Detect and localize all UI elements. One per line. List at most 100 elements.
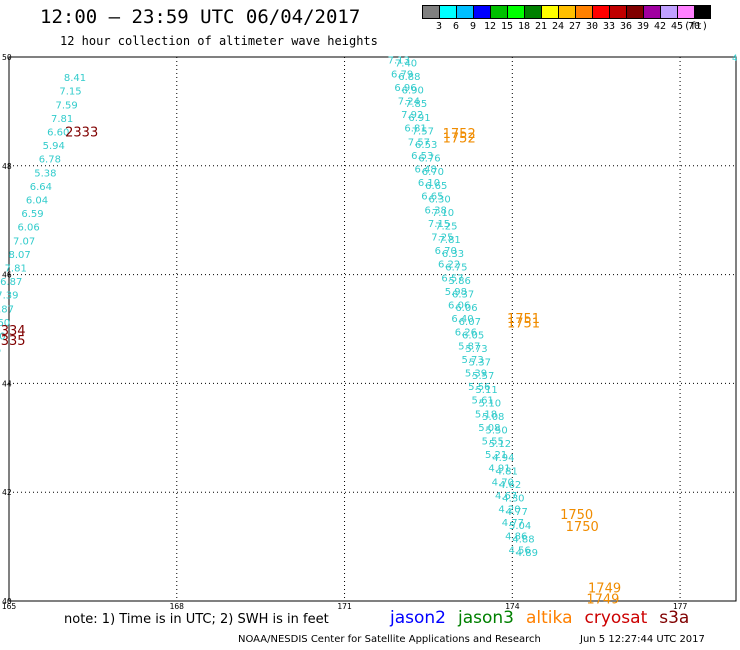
x-tick-label: 165 — [2, 602, 17, 611]
data-label-track_left: 6.78 — [39, 155, 61, 166]
satellite-legend: jason2 jason3 altika cryosat s3a — [390, 608, 701, 628]
corner-label: 4 — [732, 54, 737, 64]
color-legend — [422, 5, 711, 19]
data-label-track_right_a: 6.40 — [451, 314, 473, 325]
data-label-track_right_b: 7.85 — [405, 99, 427, 110]
data-label-track_left: 7.06 — [0, 345, 1, 356]
data-label-track_right_a: 4.86 — [505, 532, 527, 543]
data-label-track_right_b: 6.70 — [422, 167, 444, 178]
data-label-track_right_b: 7.57 — [412, 126, 434, 137]
data-label-track_left: 6.59 — [21, 209, 43, 220]
x-tick-label: 174 — [505, 602, 520, 611]
data-label-track_right_b: 5.50 — [486, 426, 508, 437]
footer-date: Jun 5 12:27:44 UTC 2017 — [580, 634, 705, 645]
data-label-track_left: 8.07 — [8, 250, 30, 261]
y-tick-label: 42 — [2, 488, 12, 497]
data-label-track_right_a: 4.91 — [488, 464, 510, 475]
data-label-track_left: 6.87 — [0, 277, 22, 288]
data-label-track_left: 7.87 — [0, 304, 14, 315]
data-label-track_right_a: 7.24 — [398, 97, 420, 108]
data-label-track_right_a: 5.39 — [465, 369, 487, 380]
data-label-altika: 1752 — [443, 127, 476, 142]
data-label-track_right_a: 5.56 — [468, 382, 490, 393]
data-label-track_left: 6.64 — [30, 182, 52, 193]
data-label-track_right_a: 5.21 — [485, 450, 507, 461]
legend-swatch — [609, 5, 626, 19]
data-label-track_right_a: 6.65 — [421, 192, 443, 203]
data-label-altika: 1749 — [588, 581, 621, 596]
data-label-track_right_b: 4.88 — [512, 534, 534, 545]
data-label-track_right_b: 6.75 — [445, 262, 467, 273]
data-label-track_right_b: 6.90 — [402, 86, 424, 97]
y-tick-label: 46 — [2, 271, 12, 280]
legend-swatch — [626, 5, 643, 19]
data-label-track_right_a: 4.67 — [495, 491, 517, 502]
y-tick-label: 48 — [2, 162, 12, 171]
data-label-track_right_a: 6.38 — [425, 205, 447, 216]
y-tick-label: 40 — [2, 597, 12, 606]
legend-label: (ft) — [683, 21, 709, 32]
legend-swatch — [575, 5, 592, 19]
data-label-track_right_b: 7.40 — [395, 58, 417, 69]
data-label-track_right_b: 5.08 — [482, 412, 504, 423]
data-label-track_right_a: 7.13 — [388, 56, 410, 67]
data-label-track_right_a: 4.56 — [508, 545, 530, 556]
data-label-altika: 1750 — [560, 508, 593, 523]
data-label-track_right_a: 6.48 — [414, 165, 436, 176]
data-label-track_right_b: 6.53 — [415, 140, 437, 151]
data-label-track_right_a: 4.77 — [502, 518, 524, 529]
data-label-track_left: 7.07 — [13, 236, 35, 247]
data-label-altika: 1749 — [586, 592, 619, 607]
legend-swatch — [558, 5, 575, 19]
legend-label: 33 — [602, 21, 616, 32]
x-tick-label: 168 — [170, 602, 185, 611]
data-label-track_right_b: 6.33 — [442, 249, 464, 260]
satellite-jason2: jason2 — [390, 608, 446, 628]
legend-swatch — [507, 5, 524, 19]
data-label-altika: 1751 — [507, 312, 540, 327]
data-label-track_right_b: 4.62 — [499, 480, 521, 491]
data-label-cryosat: 2335 — [0, 334, 26, 349]
data-label-track_right_a: 7.25 — [431, 233, 453, 244]
data-label-track_right_b: 6.65 — [425, 181, 447, 192]
data-label-track_right_b: 5.73 — [465, 344, 487, 355]
data-label-track_right_b: 6.05 — [462, 330, 484, 341]
legend-swatch — [473, 5, 490, 19]
data-label-track_right_a: 6.96 — [394, 83, 416, 94]
data-label-track_right_a: 6.26 — [455, 328, 477, 339]
data-label-track_right_b: 4.77 — [506, 507, 528, 518]
legend-swatch — [592, 5, 609, 19]
data-label-track_right_a: 5.87 — [458, 341, 480, 352]
y-tick-label: 50 — [2, 53, 12, 62]
data-label-cryosat: 2334 — [0, 324, 26, 339]
data-label-altika: 1750 — [566, 520, 599, 535]
note-text: note: 1) Time is in UTC; 2) SWH is in fe… — [64, 612, 329, 627]
data-label-track_right_b: 6.88 — [398, 72, 420, 83]
data-label-track_right_b: 6.37 — [452, 290, 474, 301]
legend-swatch — [643, 5, 660, 19]
data-label-track_right_b: 7.10 — [432, 208, 454, 219]
data-label-track_right_b: 6.06 — [455, 303, 477, 314]
legend-swatch — [456, 5, 473, 19]
y-tick-label: 44 — [2, 379, 12, 388]
legend-label: 70 — [687, 21, 701, 32]
data-label-track_right_a: 7.15 — [428, 219, 450, 230]
data-label-cryosat: 2333 — [65, 126, 98, 141]
data-label-track_right_b: 5.37 — [469, 358, 491, 369]
x-tick-label: 171 — [337, 602, 352, 611]
legend-swatch — [439, 5, 456, 19]
data-label-track_right_a: 6.53 — [411, 151, 433, 162]
x-tick-label: 177 — [673, 602, 688, 611]
data-label-track_right_a: 5.55 — [482, 437, 504, 448]
footer-credit: NOAA/NESDIS Center for Satellite Applica… — [238, 634, 541, 645]
data-label-track_right_b: 5.12 — [489, 439, 511, 450]
data-label-track_left: 7.59 — [55, 100, 77, 111]
satellite-cryosat: cryosat — [584, 608, 648, 628]
satellite-s3a: s3a — [659, 608, 690, 628]
legend-swatch — [677, 5, 694, 19]
legend-swatch — [541, 5, 558, 19]
data-label-track_left: 5.94 — [43, 141, 65, 152]
legend-label: 15 — [500, 21, 514, 32]
data-label-track_left: 7.10 — [0, 332, 6, 343]
